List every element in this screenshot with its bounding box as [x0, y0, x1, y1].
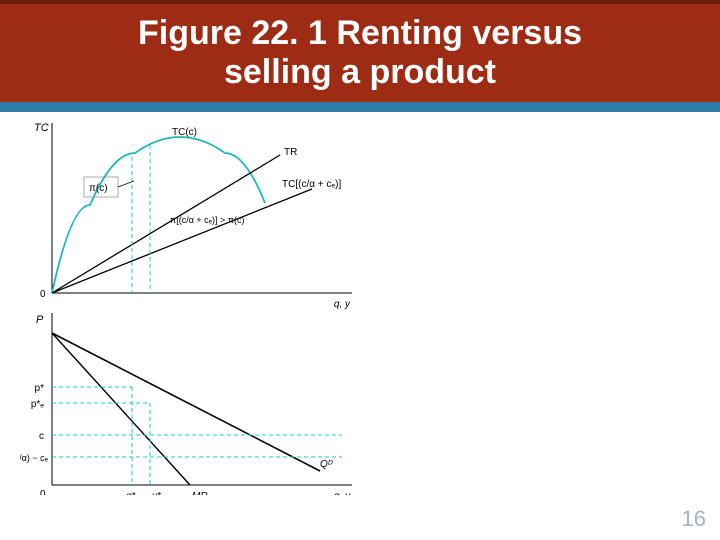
svg-text:p*: p*	[35, 383, 45, 394]
svg-text:P: P	[36, 314, 44, 326]
svg-text:TC: TC	[34, 122, 49, 134]
title-bar: Figure 22. 1 Renting versus selling a pr…	[0, 0, 720, 102]
svg-text:π(c): π(c)	[89, 183, 108, 194]
svg-text:(c/α) − cₑ: (c/α) − cₑ	[20, 453, 49, 463]
svg-text:q, y: q, y	[334, 491, 351, 495]
svg-text:TC(c): TC(c)	[172, 127, 197, 138]
svg-text:c: c	[39, 431, 44, 442]
diagram: π(c) TC q, y 0 TC(c) TR TC[(c/α + cₑ)] π[(c/α +…	[20, 115, 400, 495]
svg-text:y*: y*	[151, 491, 162, 495]
svg-text:q, y: q, y	[334, 299, 351, 310]
svg-text:TR: TR	[284, 147, 297, 158]
svg-text:π[(c/α + cₑ)] > π(c): π[(c/α + cₑ)] > π(c)	[170, 215, 244, 225]
svg-text:MR: MR	[192, 491, 208, 495]
page-number: 16	[682, 506, 706, 532]
svg-text:p*ₑ: p*ₑ	[31, 399, 44, 410]
svg-text:TC[(c/α + cₑ)]: TC[(c/α + cₑ)]	[282, 179, 341, 190]
svg-text:0: 0	[40, 489, 46, 495]
accent-strip	[0, 102, 720, 112]
svg-text:Qᴰ: Qᴰ	[320, 459, 333, 470]
svg-text:q*: q*	[126, 491, 137, 495]
figure-title: Figure 22. 1 Renting versus selling a pr…	[138, 14, 582, 92]
svg-text:0: 0	[40, 289, 46, 300]
title-line1: Figure 22. 1 Renting versus	[138, 14, 582, 52]
title-line2: selling a product	[224, 53, 496, 91]
